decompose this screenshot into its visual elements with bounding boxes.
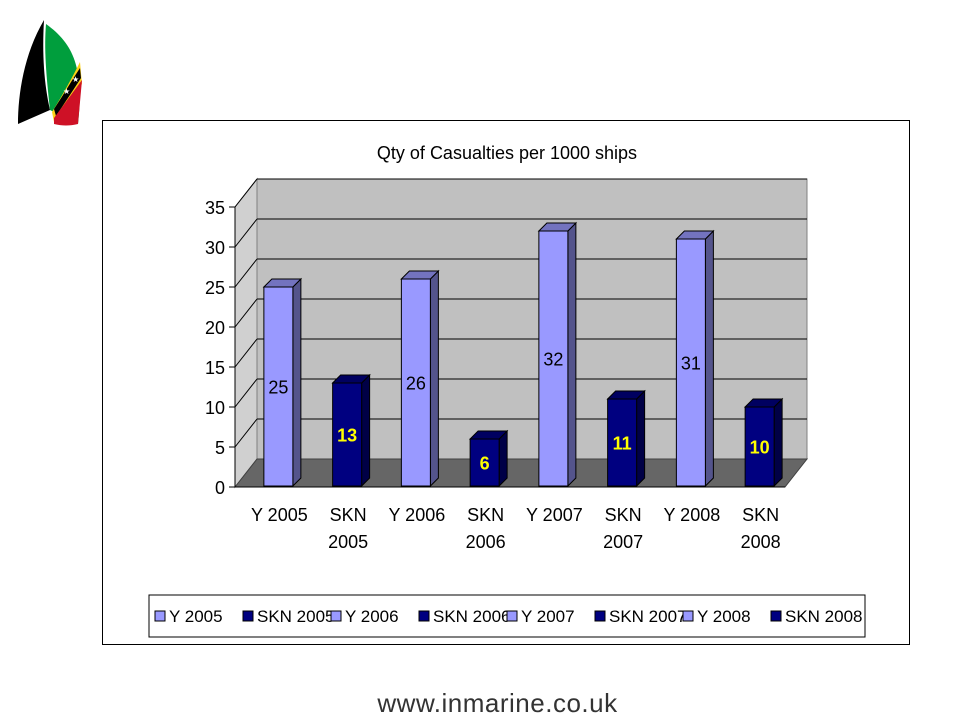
legend-swatch (330, 610, 342, 622)
sail-flag-logo-icon: ★ ★ (18, 20, 82, 126)
svg-text:★: ★ (63, 87, 70, 96)
bar (263, 286, 294, 487)
chart-title: Qty of Casualties per 1000 ships (377, 143, 637, 163)
data-label: 10 (750, 438, 770, 458)
legend-label: Y 2008 (697, 607, 751, 626)
x-tick-label: Y 2008 (664, 505, 721, 525)
legend-swatch (418, 610, 430, 622)
data-label: 32 (543, 350, 563, 370)
chart-frame: Qty of Casualties per 1000 ships 0 5 10 15 2… (102, 120, 910, 645)
y-tick-label: 20 (205, 318, 225, 338)
x-tick-label: Y 2006 (389, 505, 446, 525)
gridline-depth (234, 258, 258, 288)
y-tick-label: 10 (205, 398, 225, 418)
data-label: 26 (406, 374, 426, 394)
y-tick-label: 5 (215, 438, 225, 458)
y-tick-label: 0 (215, 478, 225, 498)
data-label: 11 (613, 434, 632, 454)
bar (400, 278, 431, 487)
bar-side (361, 373, 371, 488)
x-tick-label: 2006 (466, 532, 506, 552)
legend-swatch (242, 610, 254, 622)
gridline-depth (234, 218, 258, 248)
bar (469, 438, 500, 487)
x-tick-label: 2007 (603, 532, 643, 552)
legend-label: Y 2006 (345, 607, 399, 626)
bar-chart: Qty of Casualties per 1000 ships 0 5 10 15 2… (148, 143, 866, 638)
legend: Y 2005 SKN 2005 Y 2006 SKN 2006 Y 2007 SKN 20… (148, 594, 866, 638)
legend-swatch (154, 610, 166, 622)
x-tick-label: Y 2007 (526, 505, 583, 525)
legend-label: SKN 2006 (433, 607, 511, 626)
y-tick-label: 35 (205, 198, 225, 218)
footer-url: www.inmarine.co.uk (377, 688, 618, 718)
bar (332, 382, 363, 487)
x-tick-label: 2008 (741, 532, 781, 552)
x-tick-label: 2005 (328, 532, 368, 552)
legend-swatch (594, 610, 606, 622)
bar-side (636, 389, 646, 488)
x-tick-label: SKN (330, 505, 367, 525)
bar-side (498, 429, 508, 488)
x-tick-label: SKN (605, 505, 642, 525)
bar-side (429, 269, 439, 488)
chart-side-wall (234, 177, 258, 489)
chart-floor (233, 458, 809, 488)
plot-area: 0 5 10 15 20 25 30 35 25 Y 2005 13 SKN 2005 26 Y 2006 6… (205, 177, 809, 552)
y-tick-label: 25 (205, 278, 225, 298)
svg-text:★: ★ (72, 75, 79, 84)
bar-side (292, 277, 302, 488)
gridline-depth (234, 338, 258, 368)
y-tick-label: 30 (205, 238, 225, 258)
legend-label: SKN 2007 (609, 607, 687, 626)
bar (538, 230, 569, 487)
y-tick-label: 15 (205, 358, 225, 378)
legend-swatch (682, 610, 694, 622)
data-label: 25 (268, 378, 288, 398)
gridline-depth (234, 298, 258, 328)
legend-label: SKN 2008 (785, 607, 863, 626)
legend-swatch (506, 610, 518, 622)
data-label: 6 (480, 454, 490, 474)
data-label: 13 (337, 426, 357, 446)
legend-label: SKN 2005 (257, 607, 335, 626)
bar (675, 238, 706, 487)
logo: ★ ★ (14, 14, 94, 136)
legend-label: Y 2007 (521, 607, 575, 626)
bar-side (567, 221, 577, 488)
x-tick-label: Y 2005 (251, 505, 308, 525)
legend-label: Y 2005 (169, 607, 223, 626)
bar (744, 406, 775, 487)
bar-side (773, 397, 783, 488)
bar-side (704, 229, 714, 488)
gridline-depth (234, 178, 258, 208)
bar (607, 398, 638, 487)
x-tick-label: SKN (467, 505, 504, 525)
gridline-depth (234, 378, 258, 408)
gridline-depth (234, 418, 258, 448)
legend-swatch (770, 610, 782, 622)
x-tick-label: SKN (742, 505, 779, 525)
data-label: 31 (681, 354, 701, 374)
